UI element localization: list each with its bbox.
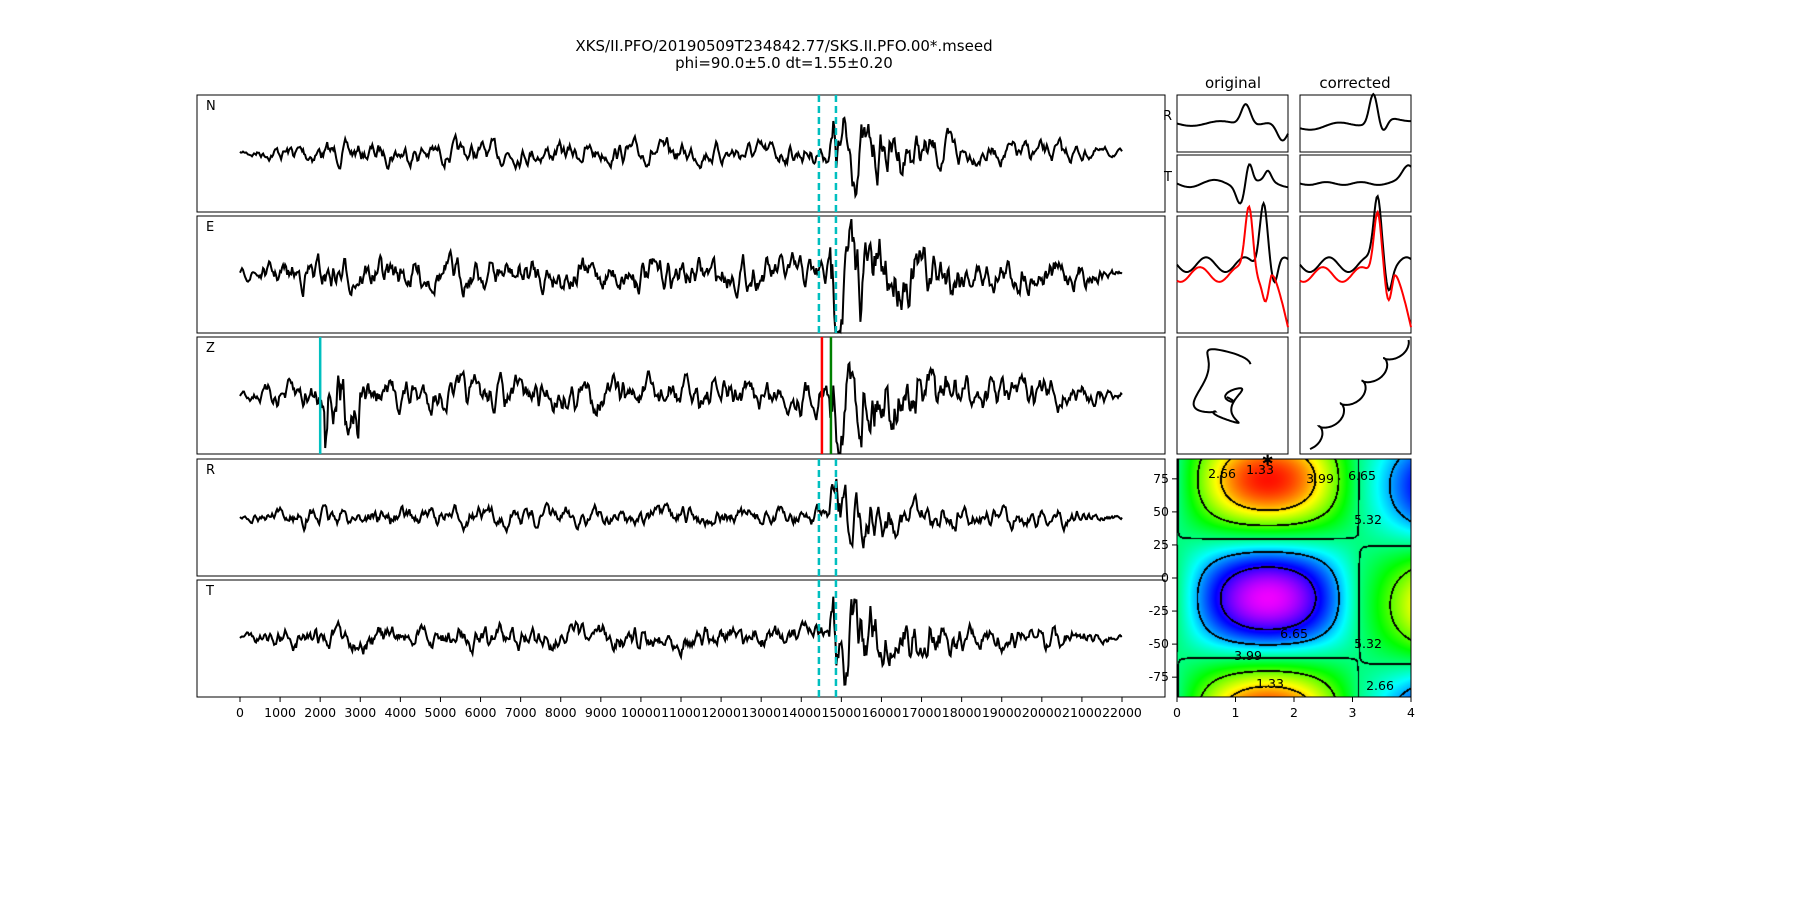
x-tick-label: 14000 bbox=[781, 705, 821, 720]
small-axes bbox=[1299, 94, 1412, 153]
t-component-wave bbox=[1299, 164, 1412, 186]
x-tick-label: 7000 bbox=[505, 705, 537, 720]
waveform-n bbox=[239, 116, 1123, 200]
x-tick-label: 17000 bbox=[902, 705, 942, 720]
slow-component-wave bbox=[1176, 204, 1289, 328]
x-tick-label: 16000 bbox=[862, 705, 902, 720]
r-component-wave bbox=[1299, 92, 1411, 131]
chart-subtitle: phi=90.0±5.0 dt=1.55±0.20 bbox=[675, 54, 893, 72]
x-tick-label: 2000 bbox=[304, 705, 336, 720]
small-axes bbox=[1299, 336, 1412, 455]
small-axes bbox=[1176, 154, 1289, 213]
x-tick-label: 21000 bbox=[1062, 705, 1102, 720]
x-tick-label: 18000 bbox=[942, 705, 982, 720]
slow-component-wave bbox=[1299, 209, 1412, 328]
x-tick-label: 8000 bbox=[545, 705, 577, 720]
waveform-r bbox=[239, 478, 1123, 550]
waveform-z bbox=[239, 360, 1123, 454]
particle-motion bbox=[1309, 339, 1410, 450]
x-tick-label: 3000 bbox=[344, 705, 376, 720]
waveform-e bbox=[239, 218, 1123, 335]
trace-label: E bbox=[206, 220, 214, 235]
column-title-original: original bbox=[1205, 74, 1261, 92]
waveform-t bbox=[239, 596, 1123, 686]
x-tick-label: 1000 bbox=[264, 705, 296, 720]
x-tick-label: 10000 bbox=[621, 705, 661, 720]
particle-motion bbox=[1192, 348, 1252, 424]
x-tick-label: 0 bbox=[236, 705, 244, 720]
trace-axes-r bbox=[196, 458, 1166, 577]
trace-label: R bbox=[206, 463, 215, 478]
row-label-t: T bbox=[1163, 170, 1172, 185]
trace-label: T bbox=[205, 584, 214, 599]
small-axes bbox=[1176, 215, 1289, 334]
x-tick-label: 20000 bbox=[1022, 705, 1062, 720]
x-tick-label: 11000 bbox=[661, 705, 701, 720]
row-label-r: R bbox=[1163, 109, 1172, 124]
chart-title: XKS/II.PFO/20190509T234842.77/SKS.II.PFO… bbox=[575, 37, 992, 55]
trace-axes-e bbox=[196, 215, 1166, 334]
column-title-corrected: corrected bbox=[1319, 74, 1390, 92]
x-tick-label: 15000 bbox=[821, 705, 861, 720]
trace-axes-n bbox=[196, 94, 1166, 213]
x-tick-label: 19000 bbox=[982, 705, 1022, 720]
x-tick-label: 22000 bbox=[1102, 705, 1142, 720]
t-component-wave bbox=[1176, 163, 1289, 205]
error-surface-heatmap bbox=[1177, 459, 1411, 697]
x-tick-label: 5000 bbox=[425, 705, 457, 720]
trace-label: N bbox=[206, 99, 216, 114]
small-axes bbox=[1176, 336, 1289, 455]
x-tick-label: 12000 bbox=[701, 705, 741, 720]
trace-label: Z bbox=[206, 341, 215, 356]
x-tick-label: 13000 bbox=[741, 705, 781, 720]
small-axes bbox=[1299, 215, 1412, 334]
x-tick-label: 4000 bbox=[384, 705, 416, 720]
r-component-wave bbox=[1176, 102, 1289, 142]
x-tick-label: 6000 bbox=[465, 705, 497, 720]
x-tick-label: 9000 bbox=[585, 705, 617, 720]
trace-axes-z bbox=[196, 336, 1166, 455]
fast-component-wave bbox=[1176, 200, 1289, 284]
